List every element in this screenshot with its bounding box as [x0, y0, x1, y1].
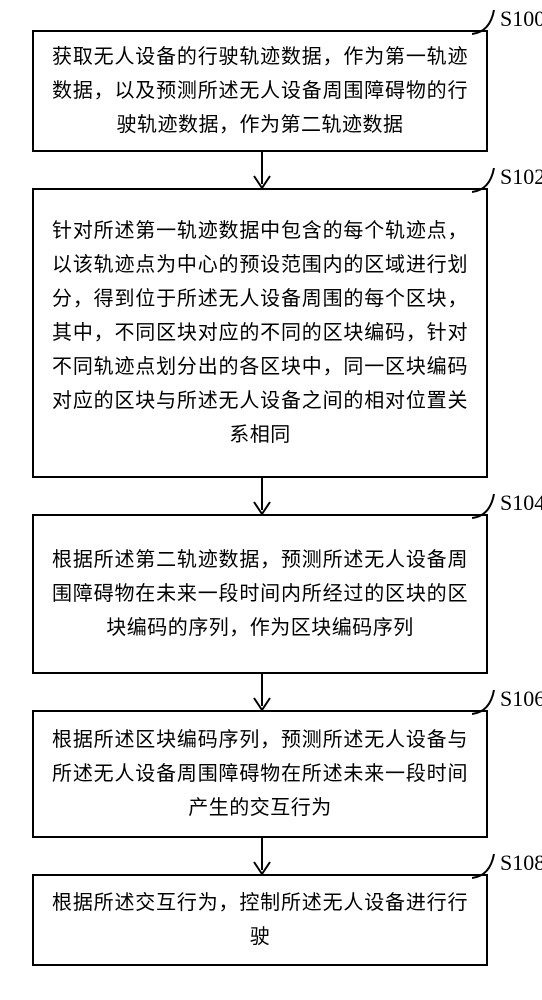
flow-node-text: 获取无人设备的行驶轨迹数据，作为第一轨迹数据，以及预测所述无人设备周围障碍物的行… [52, 40, 468, 142]
flow-arrow [252, 838, 272, 878]
flowchart-canvas: 获取无人设备的行驶轨迹数据，作为第一轨迹数据，以及预测所述无人设备周围障碍物的行… [0, 0, 542, 1000]
flow-node-S108: 根据所述交互行为，控制所述无人设备进行行驶 [32, 874, 488, 966]
step-label-S106: S106 [500, 686, 542, 712]
flow-arrow [252, 152, 272, 192]
flow-node-text: 根据所述第二轨迹数据，预测所述无人设备周围障碍物在未来一段时间内所经过的区块的区… [52, 543, 468, 645]
flow-node-S104: 根据所述第二轨迹数据，预测所述无人设备周围障碍物在未来一段时间内所经过的区块的区… [32, 514, 488, 674]
flow-node-S102: 针对所述第一轨迹数据中包含的每个轨迹点，以该轨迹点为中心的预设范围内的区域进行划… [32, 188, 488, 478]
step-label-S104: S104 [500, 490, 542, 516]
flow-node-S100: 获取无人设备的行驶轨迹数据，作为第一轨迹数据，以及预测所述无人设备周围障碍物的行… [32, 30, 488, 152]
flow-node-text: 根据所述区块编码序列，预测所述无人设备与所述无人设备周围障碍物在所述未来一段时间… [52, 723, 468, 825]
flow-node-S106: 根据所述区块编码序列，预测所述无人设备与所述无人设备周围障碍物在所述未来一段时间… [32, 710, 488, 838]
flow-arrow [252, 478, 272, 518]
flow-node-text: 针对所述第一轨迹数据中包含的每个轨迹点，以该轨迹点为中心的预设范围内的区域进行划… [52, 214, 468, 452]
step-label-S102: S102 [500, 164, 542, 190]
step-label-S108: S108 [500, 850, 542, 876]
flow-node-text: 根据所述交互行为，控制所述无人设备进行行驶 [52, 886, 468, 954]
step-label-S100: S100 [500, 6, 542, 32]
flow-arrow [252, 674, 272, 714]
